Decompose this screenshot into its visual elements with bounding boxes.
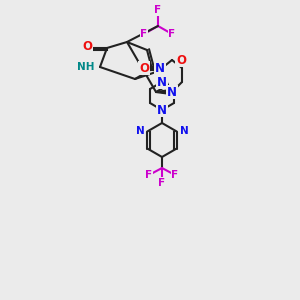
Text: NH: NH bbox=[77, 62, 95, 72]
Text: N: N bbox=[136, 127, 144, 136]
Text: N: N bbox=[167, 85, 177, 98]
Text: F: F bbox=[158, 178, 166, 188]
Text: O: O bbox=[139, 61, 149, 74]
Polygon shape bbox=[156, 89, 172, 94]
Text: F: F bbox=[146, 170, 153, 180]
Text: F: F bbox=[171, 170, 178, 180]
Text: F: F bbox=[168, 29, 175, 39]
Text: N: N bbox=[157, 103, 167, 116]
Text: F: F bbox=[140, 29, 148, 39]
Polygon shape bbox=[150, 66, 162, 70]
Text: O: O bbox=[176, 53, 186, 67]
Text: N: N bbox=[155, 62, 165, 76]
Text: N: N bbox=[180, 127, 188, 136]
Text: F: F bbox=[154, 5, 162, 15]
Text: N: N bbox=[157, 76, 167, 88]
Text: O: O bbox=[82, 40, 92, 53]
